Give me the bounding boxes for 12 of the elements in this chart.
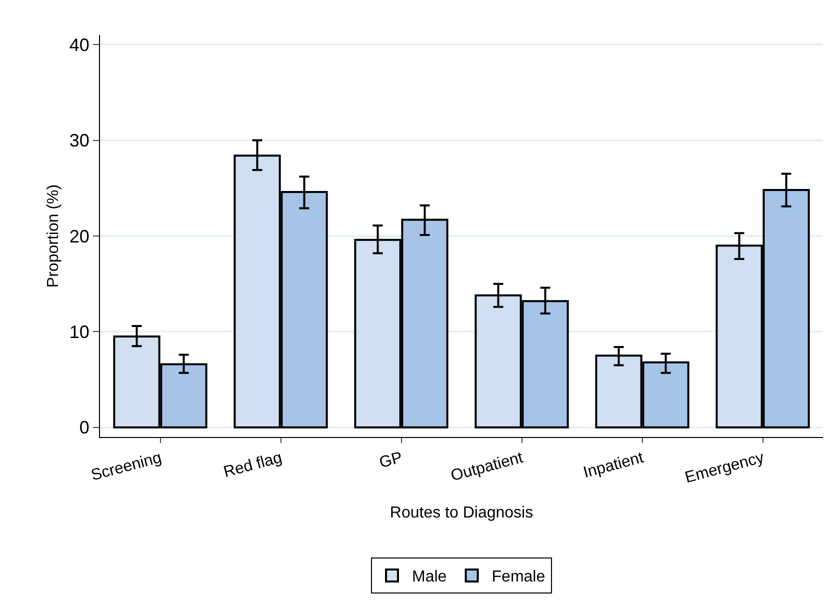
y-tick-label: 20	[69, 226, 90, 246]
x-tick-label: Red flag	[222, 449, 284, 482]
y-tick-label: 0	[79, 418, 90, 438]
y-tick-label: 10	[69, 322, 90, 342]
x-tick-label: GP	[378, 449, 404, 472]
legend-label: Male	[412, 568, 447, 586]
y-tick-label: 40	[69, 34, 90, 55]
x-tick-label: Inpatient	[582, 449, 646, 482]
x-axis-title: Routes to Diagnosis	[390, 504, 534, 522]
y-tick-label: 30	[69, 130, 90, 151]
y-axis-title: Proportion (%)	[45, 184, 62, 288]
x-tick-label: Screening	[89, 449, 164, 484]
